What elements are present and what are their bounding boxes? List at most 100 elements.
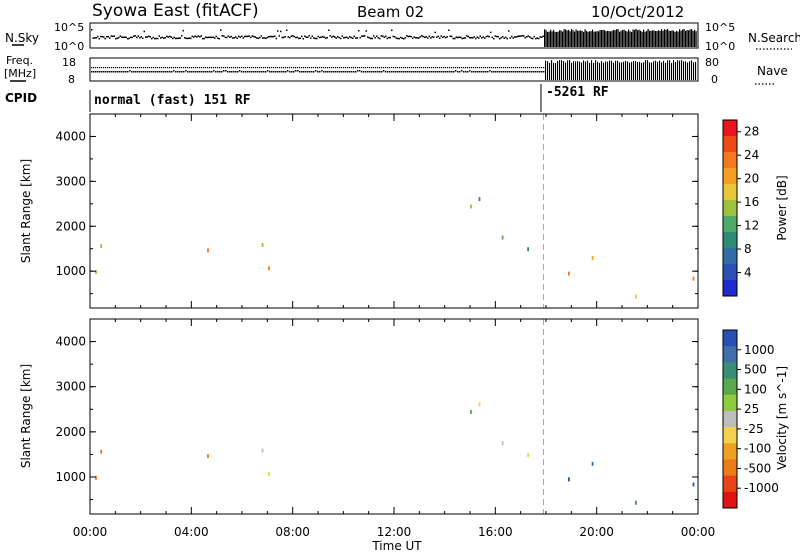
nsky-point <box>443 35 445 38</box>
nave-point <box>101 71 103 73</box>
nsky-point <box>457 36 459 39</box>
freq-point <box>289 67 291 69</box>
nsky-point <box>398 37 400 40</box>
nsky-point <box>448 29 450 31</box>
nsky-point <box>541 36 543 38</box>
nsearch-tick-top: 10^5 <box>705 21 735 34</box>
nave-point <box>287 70 289 72</box>
colorbar-tick-label: 500 <box>744 363 767 377</box>
freq-point <box>383 67 385 69</box>
nave-point <box>309 71 311 73</box>
nsky-point <box>430 37 432 39</box>
freq-point <box>377 67 379 69</box>
nsky-point <box>386 37 388 40</box>
nave-point <box>509 71 511 73</box>
nsky-point <box>499 37 501 40</box>
nave-bar <box>563 61 565 80</box>
nsky-point <box>94 37 96 39</box>
nave-point <box>153 71 155 73</box>
colorbar-swatch <box>723 443 737 460</box>
nsearch-bar <box>638 29 640 47</box>
freq-point <box>539 67 541 69</box>
nave-point <box>299 71 301 73</box>
nave-point <box>111 71 113 73</box>
nave-point <box>321 70 323 72</box>
nsearch-bar <box>605 31 607 47</box>
nave-point <box>517 71 519 73</box>
freq-point <box>341 67 343 69</box>
nsearch-bar <box>692 30 694 47</box>
colorbar-swatch <box>723 362 737 380</box>
nsearch-bar <box>685 30 687 47</box>
freq-point <box>403 67 405 69</box>
freq-point <box>357 67 359 69</box>
nave-point <box>477 71 479 73</box>
nsky-point <box>175 37 177 40</box>
nsky-point <box>206 36 208 39</box>
freq-point <box>151 67 153 69</box>
nsky-point <box>361 35 363 37</box>
freq-point <box>477 67 479 69</box>
freq-point <box>427 67 429 69</box>
freq-point <box>367 67 369 69</box>
freq-point <box>215 67 217 69</box>
freq-point <box>541 67 543 69</box>
colorbar-swatch <box>723 152 737 169</box>
nsky-point <box>196 36 198 38</box>
freq-point <box>143 67 145 69</box>
nsky-point <box>328 29 330 31</box>
nsky-point <box>389 36 391 39</box>
nsky-point <box>104 37 106 40</box>
freq-point <box>329 67 331 69</box>
echo-cell <box>635 294 637 299</box>
echo-cell <box>268 472 270 477</box>
nsky-point <box>410 35 412 38</box>
freq-point <box>195 67 197 69</box>
nsky-point <box>406 35 408 37</box>
echo-cell <box>207 454 209 459</box>
nave-point <box>539 71 541 73</box>
freq-point <box>315 67 317 69</box>
freq-point <box>433 67 435 69</box>
velocity-panel: 4000 3000 2000 1000 Slant Range [km] 1000 50… <box>19 318 789 515</box>
nsky-point <box>466 35 468 37</box>
nsky-point <box>314 37 316 40</box>
nave-point <box>349 71 351 73</box>
nave-point <box>489 70 491 72</box>
nave-bar <box>669 60 671 80</box>
nsearch-tick-bottom: 10^0 <box>705 40 735 53</box>
nsky-point <box>469 36 471 39</box>
freq-point <box>373 67 375 69</box>
nsearch-bar <box>590 31 592 47</box>
nave-point <box>257 71 259 73</box>
freq-point <box>259 67 261 69</box>
nsky-point <box>274 35 276 37</box>
freq-point <box>169 67 171 69</box>
colorbar-swatch <box>723 136 737 153</box>
nsearch-bar <box>556 31 558 47</box>
nsky-point <box>202 37 204 40</box>
freq-point <box>229 67 231 69</box>
freq-point <box>491 67 493 69</box>
power-x-ticks <box>89 114 699 308</box>
nave-point <box>411 71 413 73</box>
nave-point <box>325 71 327 73</box>
freq-point <box>307 67 309 69</box>
nave-point <box>251 71 253 73</box>
freq-point <box>507 67 509 69</box>
nave-bar <box>667 60 669 80</box>
nsky-point <box>433 36 435 38</box>
nsky-point <box>305 36 307 38</box>
nsky-point <box>343 37 345 39</box>
nave-bar <box>569 60 571 80</box>
freq-point <box>277 67 279 69</box>
nsky-point <box>470 37 472 39</box>
nsky-point <box>311 35 313 37</box>
nave-point <box>415 71 417 73</box>
colorbar-tick-label: -25 <box>744 422 764 436</box>
nave-point <box>523 71 525 73</box>
nave-point <box>113 71 115 73</box>
freq-point <box>443 67 445 69</box>
nsky-point <box>428 35 430 37</box>
nave-point <box>273 71 275 73</box>
